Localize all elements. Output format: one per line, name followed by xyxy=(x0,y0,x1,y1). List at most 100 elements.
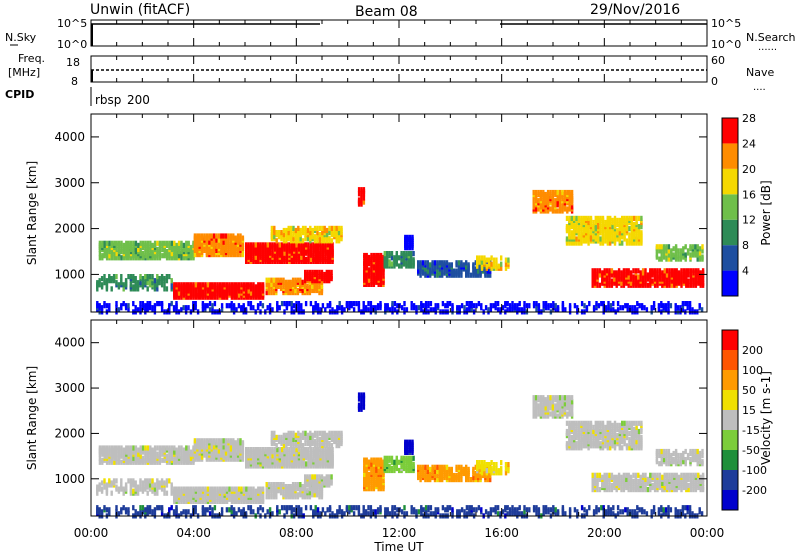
power-cell xyxy=(557,208,559,213)
freq-panel: Freq. [MHz] 18 8 60 0 Nave .... xyxy=(8,52,774,93)
power-cell xyxy=(566,224,568,229)
power-cell xyxy=(269,242,271,247)
power-cell xyxy=(514,303,516,308)
velocity-cell xyxy=(130,445,132,450)
velocity-cell xyxy=(156,452,158,457)
date-title: 29/Nov/2016 xyxy=(590,2,680,18)
cpid-label: CPID xyxy=(5,88,34,101)
power-cell xyxy=(118,241,120,246)
colorbar-swatch xyxy=(722,194,738,219)
velocity-cell xyxy=(104,445,106,450)
power-cell xyxy=(168,303,170,308)
power-cell xyxy=(363,301,365,306)
power-cell xyxy=(633,216,635,221)
velocity-cell xyxy=(243,487,245,492)
power-cell xyxy=(319,232,321,237)
power-cell xyxy=(367,301,369,306)
power-cell xyxy=(120,241,122,246)
power-cell xyxy=(370,253,372,258)
velocity-cell xyxy=(321,474,323,479)
power-cell xyxy=(663,303,665,308)
power-cell xyxy=(173,282,175,287)
power-cell xyxy=(113,274,115,279)
power-cell xyxy=(281,301,283,306)
power-cell xyxy=(552,190,554,195)
power-cell xyxy=(180,282,182,287)
power-cell xyxy=(463,262,465,267)
velocity-cell xyxy=(225,438,227,443)
power-cell xyxy=(415,305,417,310)
freq-label-line2: [MHz] xyxy=(8,66,40,79)
velocity-cell xyxy=(366,458,368,463)
power-cell xyxy=(312,228,314,233)
power-cell xyxy=(552,301,554,306)
power-cell xyxy=(663,244,665,249)
velocity-cell xyxy=(116,445,118,450)
power-cell xyxy=(319,226,321,231)
power-cell xyxy=(156,241,158,246)
power-cell xyxy=(635,216,637,221)
power-cell xyxy=(144,274,146,279)
velocity-cell xyxy=(159,445,161,450)
power-cell xyxy=(276,301,278,306)
velocity-cell xyxy=(408,456,410,461)
power-cell xyxy=(598,303,600,308)
power-cell xyxy=(647,272,649,277)
power-cell xyxy=(439,260,441,265)
power-cell xyxy=(255,242,257,247)
power-cell xyxy=(519,301,521,306)
velocity-cell xyxy=(240,487,242,492)
velocity-cell xyxy=(302,484,304,489)
velocity-cell xyxy=(214,487,216,492)
power-cell xyxy=(312,305,314,310)
cpid-program: rbsp xyxy=(95,93,121,107)
power-cell xyxy=(492,303,494,308)
power-cell xyxy=(209,301,211,306)
velocity-cell xyxy=(340,431,342,436)
power-cell xyxy=(470,273,472,278)
power-cell xyxy=(161,253,163,258)
power-cell xyxy=(276,238,278,243)
power-cell xyxy=(561,190,563,195)
power-cell xyxy=(538,303,540,308)
velocity-cell xyxy=(185,487,187,492)
power-cell xyxy=(396,303,398,308)
power-cell xyxy=(609,216,611,221)
power-cell xyxy=(420,301,422,306)
power-cell xyxy=(405,251,407,256)
power-cell xyxy=(292,278,294,283)
power-cell xyxy=(583,303,585,308)
power-cell xyxy=(225,233,227,238)
velocity-cell xyxy=(306,488,308,493)
velocity-cell xyxy=(324,431,326,436)
power-cell xyxy=(159,301,161,306)
power-cell xyxy=(156,274,158,279)
power-cell xyxy=(636,301,638,306)
power-cell xyxy=(666,268,668,273)
power-cell xyxy=(424,260,426,265)
power-cell xyxy=(123,282,125,287)
power-cell xyxy=(288,226,290,231)
velocity-cell xyxy=(168,445,170,450)
power-cell xyxy=(423,303,425,308)
power-cell xyxy=(509,303,511,308)
power-cell xyxy=(566,190,568,195)
power-cell xyxy=(363,187,365,192)
power-cell xyxy=(171,301,173,306)
velocity-cell xyxy=(176,448,178,453)
power-cell xyxy=(617,301,619,306)
velocity-cell xyxy=(199,438,201,443)
velocity-cell xyxy=(204,487,206,492)
power-cell xyxy=(214,282,216,287)
velocity-cell xyxy=(216,487,218,492)
freq-left-tick-bottom: 8 xyxy=(71,75,78,88)
velocity-cell xyxy=(268,482,270,487)
power-ylabel: Slant Range [km] xyxy=(25,161,39,265)
velocity-cell xyxy=(271,431,273,436)
velocity-cell xyxy=(330,474,332,479)
power-cell xyxy=(547,190,549,195)
power-cell xyxy=(156,247,158,252)
power-cell xyxy=(640,270,642,275)
velocity-cell xyxy=(156,445,158,450)
